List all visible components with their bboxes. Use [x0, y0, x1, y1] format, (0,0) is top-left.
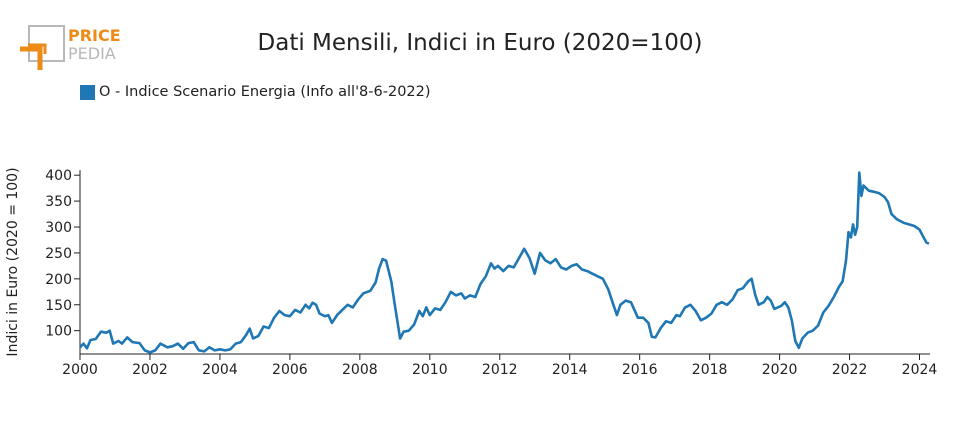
- x-tick-label: 2000: [62, 362, 98, 378]
- x-tick-label: 2004: [202, 362, 238, 378]
- x-tick-label: 2010: [412, 362, 448, 378]
- x-tick-label: 2002: [132, 362, 168, 378]
- legend-label: O - Indice Scenario Energia (Info all'8-…: [99, 84, 431, 100]
- y-tick-label: 150: [45, 298, 72, 314]
- x-tick-label: 2022: [832, 362, 868, 378]
- x-tick-label: 2024: [902, 362, 938, 378]
- axes: 2000 2002 2004 2006 2008 2010 2012 2014 2016 2018…: [45, 168, 937, 378]
- y-tick-label: 100: [45, 324, 72, 340]
- logo-corner-large: [20, 46, 43, 70]
- x-tick-label: 2018: [692, 362, 728, 378]
- x-tick-label: 2006: [272, 362, 308, 378]
- pricepedia-logo: PRICE PEDIA: [20, 24, 130, 74]
- logo-text-pedia: PEDIA: [68, 44, 116, 63]
- y-tick-label: 200: [45, 272, 72, 288]
- logo-corner-small: [28, 43, 47, 54]
- y-tick-label: 350: [45, 194, 72, 210]
- y-tick-label: 250: [45, 246, 72, 262]
- logo-text-price: PRICE: [68, 26, 121, 45]
- legend[interactable]: O - Indice Scenario Energia (Info all'8-…: [80, 84, 431, 100]
- x-tick-label: 2008: [342, 362, 378, 378]
- y-tick-label: 300: [45, 220, 72, 236]
- chart-title: Dati Mensili, Indici in Euro (2020=100): [257, 30, 703, 56]
- x-tick-label: 2020: [762, 362, 798, 378]
- x-tick-label: 2014: [552, 362, 588, 378]
- series-line: [79, 171, 930, 354]
- y-tick-label: 400: [45, 168, 72, 184]
- x-tick-label: 2012: [482, 362, 518, 378]
- series-layer: [79, 171, 930, 354]
- legend-swatch: [80, 84, 95, 100]
- y-axis-label: Indici in Euro (2020 = 100): [5, 167, 21, 356]
- logo-mark-icon: PRICE PEDIA: [20, 25, 121, 70]
- x-tick-label: 2016: [622, 362, 658, 378]
